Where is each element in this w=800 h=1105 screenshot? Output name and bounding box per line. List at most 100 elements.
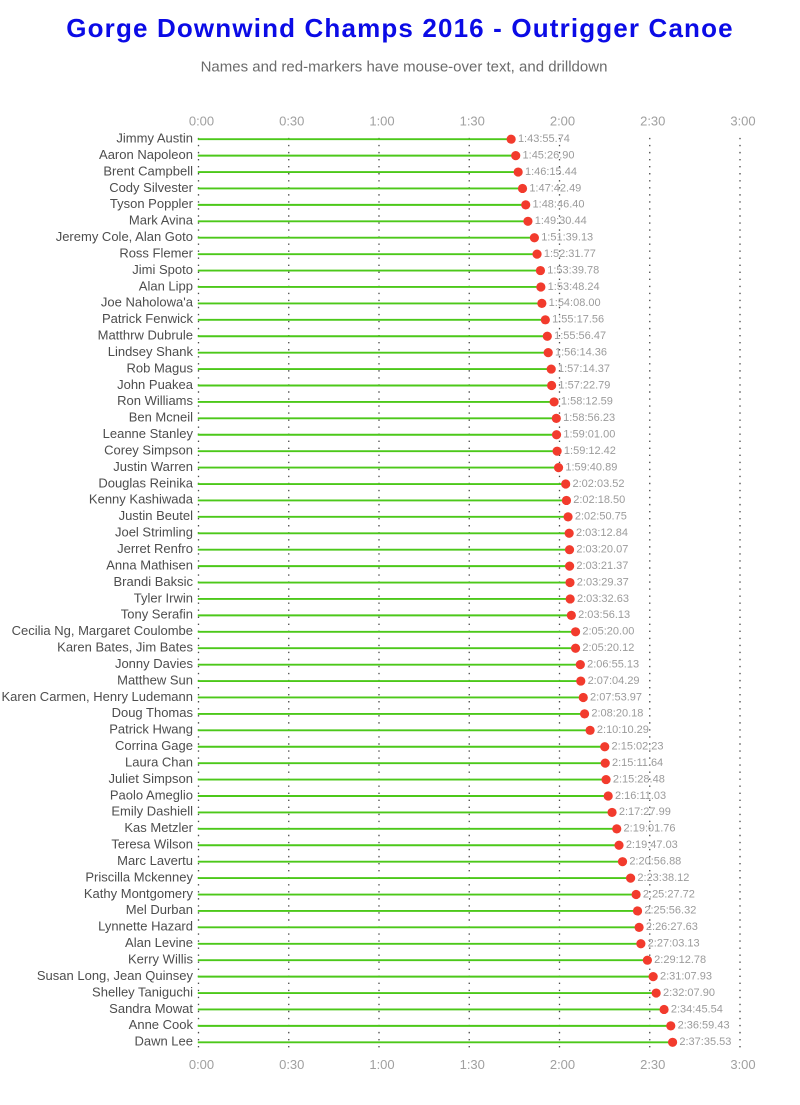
svg-text:2:03:21.37: 2:03:21.37 [576,560,628,572]
svg-text:2:25:27.72: 2:25:27.72 [643,888,695,900]
svg-text:Leanne Stanley: Leanne Stanley [103,426,194,441]
svg-text:1:57:14.37: 1:57:14.37 [558,363,610,375]
svg-text:1:59:40.89: 1:59:40.89 [565,461,617,473]
svg-text:2:20:56.88: 2:20:56.88 [629,855,681,867]
svg-text:2:07:53.97: 2:07:53.97 [590,691,642,703]
svg-text:2:37:35.53: 2:37:35.53 [679,1036,731,1048]
svg-text:2:17:27.99: 2:17:27.99 [619,806,671,818]
svg-text:2:08:20.18: 2:08:20.18 [591,708,643,720]
svg-text:Priscilla Mckenney: Priscilla Mckenney [85,869,193,884]
svg-text:1:43:55.74: 1:43:55.74 [518,133,570,145]
svg-text:1:49:30.44: 1:49:30.44 [535,215,587,227]
svg-text:Jimi Spoto: Jimi Spoto [132,262,193,277]
svg-text:Marc Lavertu: Marc Lavertu [117,853,193,868]
svg-text:0:30: 0:30 [279,1057,304,1072]
svg-text:Matthrw Dubrule: Matthrw Dubrule [98,328,193,343]
svg-text:Jerret Renfro: Jerret Renfro [117,541,193,556]
svg-text:Cecilia Ng, Margaret Coulombe: Cecilia Ng, Margaret Coulombe [12,623,193,638]
svg-text:2:07:04.29: 2:07:04.29 [588,675,640,687]
svg-text:Kenny Kashiwada: Kenny Kashiwada [89,492,194,507]
svg-text:2:03:12.84: 2:03:12.84 [576,527,628,539]
svg-text:Jeremy Cole, Alan Goto: Jeremy Cole, Alan Goto [56,229,193,244]
svg-text:Dawn Lee: Dawn Lee [134,1034,193,1049]
svg-text:1:48:46.40: 1:48:46.40 [533,199,585,211]
svg-text:2:19:01.76: 2:19:01.76 [624,823,676,835]
svg-text:2:23:38.12: 2:23:38.12 [637,872,689,884]
svg-text:Emily Dashiell: Emily Dashiell [111,804,193,819]
svg-text:Patrick Hwang: Patrick Hwang [109,722,193,737]
svg-text:Shelley Taniguchi: Shelley Taniguchi [92,984,193,999]
svg-text:1:00: 1:00 [369,114,394,129]
svg-text:1:46:15.44: 1:46:15.44 [525,166,577,178]
svg-text:2:00: 2:00 [550,1057,575,1072]
svg-text:1:58:56.23: 1:58:56.23 [563,412,615,424]
svg-text:Mel Durban: Mel Durban [126,902,193,917]
svg-text:Karen Bates, Jim Bates: Karen Bates, Jim Bates [57,640,193,655]
svg-text:Ron Williams: Ron Williams [117,393,193,408]
svg-text:Joel Strimling: Joel Strimling [115,525,193,540]
svg-text:2:36:59.43: 2:36:59.43 [678,1020,730,1032]
svg-text:1:52:31.77: 1:52:31.77 [544,248,596,260]
svg-text:Patrick Fenwick: Patrick Fenwick [102,311,194,326]
svg-text:1:51:39.13: 1:51:39.13 [541,232,593,244]
svg-text:0:00: 0:00 [189,1057,214,1072]
svg-text:Brandi Baksic: Brandi Baksic [114,574,194,589]
svg-text:Anna Mathisen: Anna Mathisen [106,557,193,572]
svg-text:Juliet Simpson: Juliet Simpson [108,771,193,786]
svg-text:2:30: 2:30 [640,114,665,129]
svg-text:1:00: 1:00 [369,1057,394,1072]
svg-text:Kathy Montgomery: Kathy Montgomery [84,886,194,901]
svg-text:1:30: 1:30 [460,114,485,129]
svg-text:1:45:26.90: 1:45:26.90 [523,149,575,161]
svg-text:Tyson Poppler: Tyson Poppler [110,196,194,211]
svg-text:1:54:08.00: 1:54:08.00 [549,297,601,309]
svg-text:Anne Cook: Anne Cook [129,1017,194,1032]
svg-text:2:05:20.12: 2:05:20.12 [582,642,634,654]
svg-text:1:55:17.56: 1:55:17.56 [552,314,604,326]
svg-text:1:56:14.36: 1:56:14.36 [555,346,607,358]
svg-text:Karen Carmen, Henry Ludemann: Karen Carmen, Henry Ludemann [2,689,194,704]
svg-text:2:16:11.03: 2:16:11.03 [615,790,666,802]
svg-text:2:03:20.07: 2:03:20.07 [576,544,628,556]
svg-text:Kas Metzler: Kas Metzler [124,820,193,835]
svg-text:2:27:03.13: 2:27:03.13 [648,938,700,950]
svg-text:1:47:42.49: 1:47:42.49 [529,182,581,194]
svg-text:Aaron Napoleon: Aaron Napoleon [99,147,193,162]
svg-text:2:05:20.00: 2:05:20.00 [582,626,634,638]
svg-text:1:57:22.79: 1:57:22.79 [558,379,610,391]
svg-text:1:59:12.42: 1:59:12.42 [564,445,616,457]
svg-text:Rob Magus: Rob Magus [127,360,194,375]
svg-text:Joe Naholowa'a: Joe Naholowa'a [101,295,194,310]
svg-text:2:02:50.75: 2:02:50.75 [575,511,627,523]
svg-text:Alan Levine: Alan Levine [125,935,193,950]
svg-text:Matthew Sun: Matthew Sun [117,672,193,687]
svg-text:Names and red-markers have mou: Names and red-markers have mouse-over te… [201,59,608,76]
svg-text:0:00: 0:00 [189,114,214,129]
svg-text:1:53:39.78: 1:53:39.78 [547,264,599,276]
svg-text:2:31:07.93: 2:31:07.93 [660,970,712,982]
svg-text:Laura Chan: Laura Chan [125,754,193,769]
svg-text:Ross Flemer: Ross Flemer [119,245,193,260]
svg-text:Ben Mcneil: Ben Mcneil [129,410,193,425]
svg-text:2:00: 2:00 [550,114,575,129]
svg-text:2:10:10.29: 2:10:10.29 [597,724,649,736]
svg-text:2:03:32.63: 2:03:32.63 [577,593,629,605]
svg-text:2:15:02.23: 2:15:02.23 [612,741,664,753]
svg-text:1:55:56.47: 1:55:56.47 [554,330,606,342]
svg-text:2:25:56.32: 2:25:56.32 [644,905,696,917]
svg-text:2:19:47.03: 2:19:47.03 [626,839,678,851]
svg-text:2:02:18.50: 2:02:18.50 [573,494,625,506]
svg-text:Brent Campbell: Brent Campbell [103,163,193,178]
svg-text:Cody Silvester: Cody Silvester [109,180,193,195]
svg-text:Lindsey Shank: Lindsey Shank [108,344,194,359]
svg-text:1:53:48.24: 1:53:48.24 [548,281,600,293]
svg-text:2:26:27.63: 2:26:27.63 [646,921,698,933]
svg-text:Lynnette Hazard: Lynnette Hazard [98,919,193,934]
svg-text:2:06:55.13: 2:06:55.13 [587,658,639,670]
svg-text:2:03:56.13: 2:03:56.13 [578,609,630,621]
svg-text:Jimmy Austin: Jimmy Austin [116,131,193,146]
svg-text:Tony Serafin: Tony Serafin [121,607,193,622]
svg-text:Doug Thomas: Doug Thomas [112,705,194,720]
svg-text:2:29:12.78: 2:29:12.78 [654,954,706,966]
svg-text:1:58:12.59: 1:58:12.59 [561,396,613,408]
